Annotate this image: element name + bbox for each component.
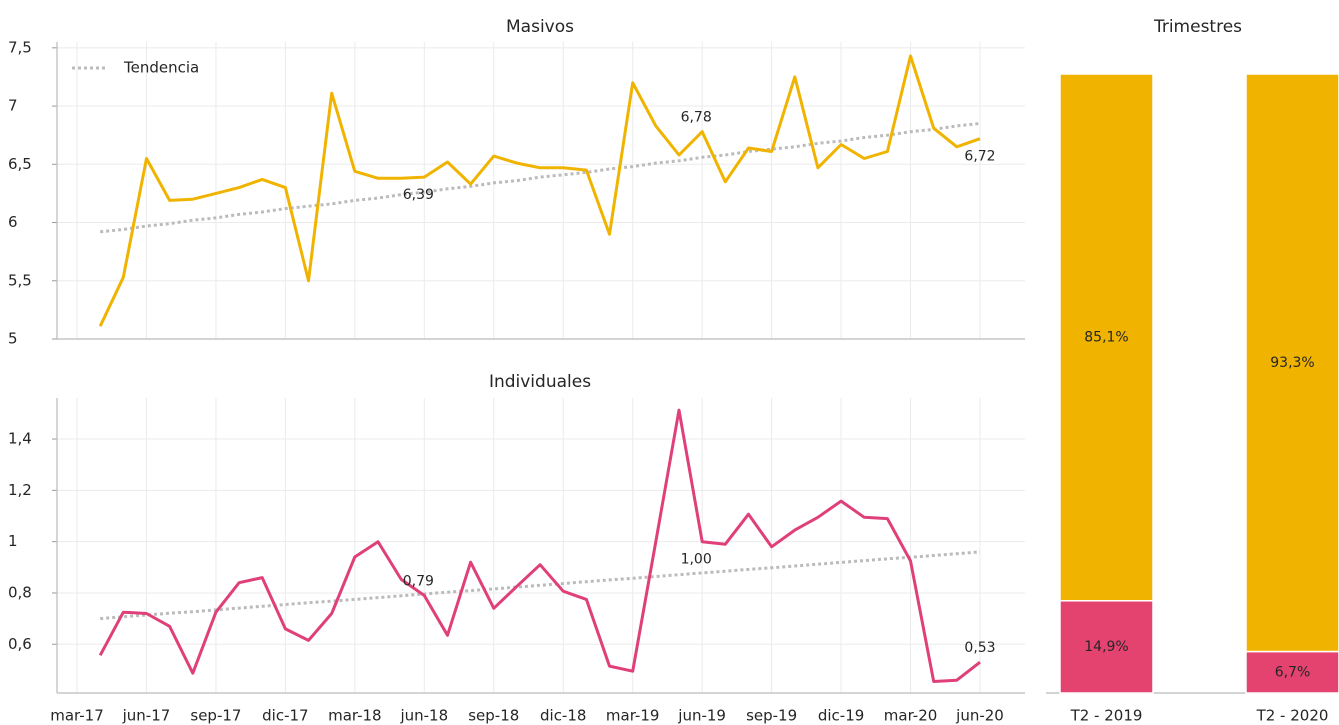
data-line: [98, 54, 981, 327]
data-label: 6,7%: [1275, 664, 1311, 680]
x-tick-label: jun-20: [955, 707, 1004, 725]
x-tick-label: mar-17: [50, 707, 104, 725]
y-tick-label: 0,8: [8, 583, 32, 601]
x-tick-label: jun-19: [677, 707, 726, 725]
data-label: 14,9%: [1084, 639, 1128, 655]
y-tick-label: 0,6: [8, 635, 32, 653]
data-line: [98, 408, 981, 683]
x-tick-label: jun-18: [399, 707, 448, 725]
y-tick-label: 6: [8, 213, 18, 231]
x-tick-label: mar-18: [328, 707, 382, 725]
y-tick-label: 5,5: [8, 271, 32, 289]
y-tick-label: 1: [8, 532, 18, 550]
trend-line: [100, 550, 981, 621]
y-tick-label: 7,5: [8, 38, 32, 56]
legend-label: Tendencia: [123, 59, 199, 77]
data-label: 6,72: [964, 149, 995, 165]
data-label: 6,78: [681, 110, 712, 126]
y-tick-label: 5: [8, 330, 18, 348]
trend-line: [100, 122, 981, 234]
data-label: 0,79: [403, 574, 434, 590]
x-tick-label: jun-17: [122, 707, 171, 725]
chart-title: Trimestres: [1153, 17, 1242, 37]
data-label: 6,39: [403, 187, 434, 203]
chart-title: Masivos: [506, 17, 574, 37]
y-tick-label: 7: [8, 97, 18, 115]
bar-segment: [1059, 73, 1154, 602]
bar-segment: [1245, 650, 1339, 694]
x-tick-label: dic-19: [818, 707, 864, 725]
data-label: 85,1%: [1084, 329, 1128, 345]
x-tick-label: T2 - 2020: [1256, 707, 1329, 725]
x-tick-label: dic-17: [262, 707, 308, 725]
bar-segment: [1245, 73, 1339, 653]
x-tick-label: sep-19: [746, 707, 797, 725]
y-tick-label: 1,2: [8, 481, 32, 499]
data-label: 0,53: [964, 640, 995, 656]
chart-title: Individuales: [489, 372, 591, 392]
x-tick-label: mar-20: [884, 707, 938, 725]
x-tick-label: mar-19: [606, 707, 660, 725]
bar-segment: [1059, 600, 1154, 694]
y-tick-label: 1,4: [8, 430, 32, 448]
y-tick-label: 6,5: [8, 155, 32, 173]
x-tick-label: dic-18: [540, 707, 586, 725]
x-tick-label: sep-17: [190, 707, 241, 725]
data-label: 1,00: [681, 552, 712, 568]
x-tick-label: T2 - 2019: [1070, 707, 1143, 725]
data-label: 93,3%: [1270, 355, 1314, 371]
x-tick-label: sep-18: [468, 707, 519, 725]
